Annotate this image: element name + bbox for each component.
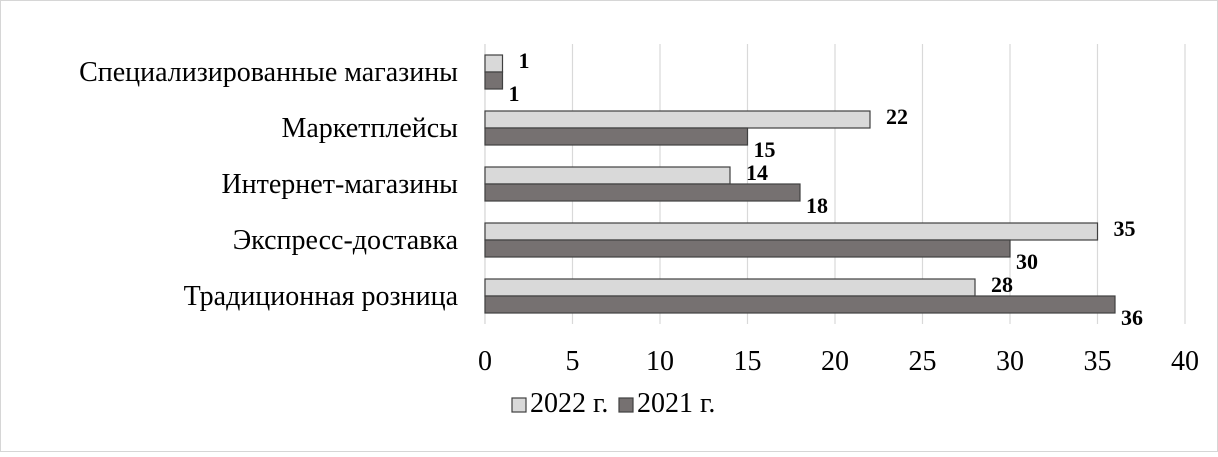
data-label: 18 [806, 193, 828, 218]
data-label: 35 [1114, 216, 1136, 241]
bar [484, 127, 749, 146]
bar [484, 71, 504, 90]
bar [484, 278, 976, 297]
category-label: Экспресс-доставка [233, 225, 459, 256]
category-label: Интернет-магазины [221, 169, 458, 200]
x-tick-label: 30 [996, 346, 1024, 377]
x-tick-label: 35 [1084, 346, 1112, 377]
data-label: 15 [754, 137, 776, 162]
category-label: Маркетплейсы [281, 113, 458, 144]
x-tick-label: 0 [478, 346, 492, 377]
x-tick-labels: 0 5 10 15 20 25 30 35 40 [478, 346, 1199, 377]
bar [484, 183, 801, 202]
x-tick-label: 25 [909, 346, 937, 377]
x-tick-label: 40 [1171, 346, 1199, 377]
legend-label: 2021 г. [637, 388, 715, 419]
legend-label: 2022 г. [530, 388, 608, 419]
bars [484, 54, 1116, 314]
bar [484, 295, 1116, 314]
data-label: 14 [746, 160, 768, 185]
category-labels: Традиционная розница Экспресс-доставка Инт… [79, 57, 459, 312]
bar [484, 110, 871, 129]
bar [484, 54, 504, 73]
x-tick-label: 10 [646, 346, 674, 377]
data-label: 22 [886, 104, 908, 129]
bar [484, 166, 731, 185]
x-tick-label: 15 [734, 346, 762, 377]
data-label: 1 [509, 81, 520, 106]
bar [484, 239, 1011, 258]
bar [484, 222, 1099, 241]
legend-swatch [511, 397, 527, 413]
x-tick-label: 5 [566, 346, 580, 377]
data-label: 30 [1016, 249, 1038, 274]
category-label: Традиционная розница [184, 281, 459, 312]
data-label: 1 [519, 48, 530, 73]
data-label: 36 [1121, 305, 1143, 330]
data-labels: 28 36 35 30 14 18 22 15 1 1 [509, 48, 1144, 330]
legend-swatch [618, 397, 634, 413]
legend: 2022 г. 2021 г. [511, 388, 715, 419]
data-label: 28 [991, 272, 1013, 297]
x-tick-label: 20 [821, 346, 849, 377]
category-label: Специализированные магазины [79, 57, 458, 88]
